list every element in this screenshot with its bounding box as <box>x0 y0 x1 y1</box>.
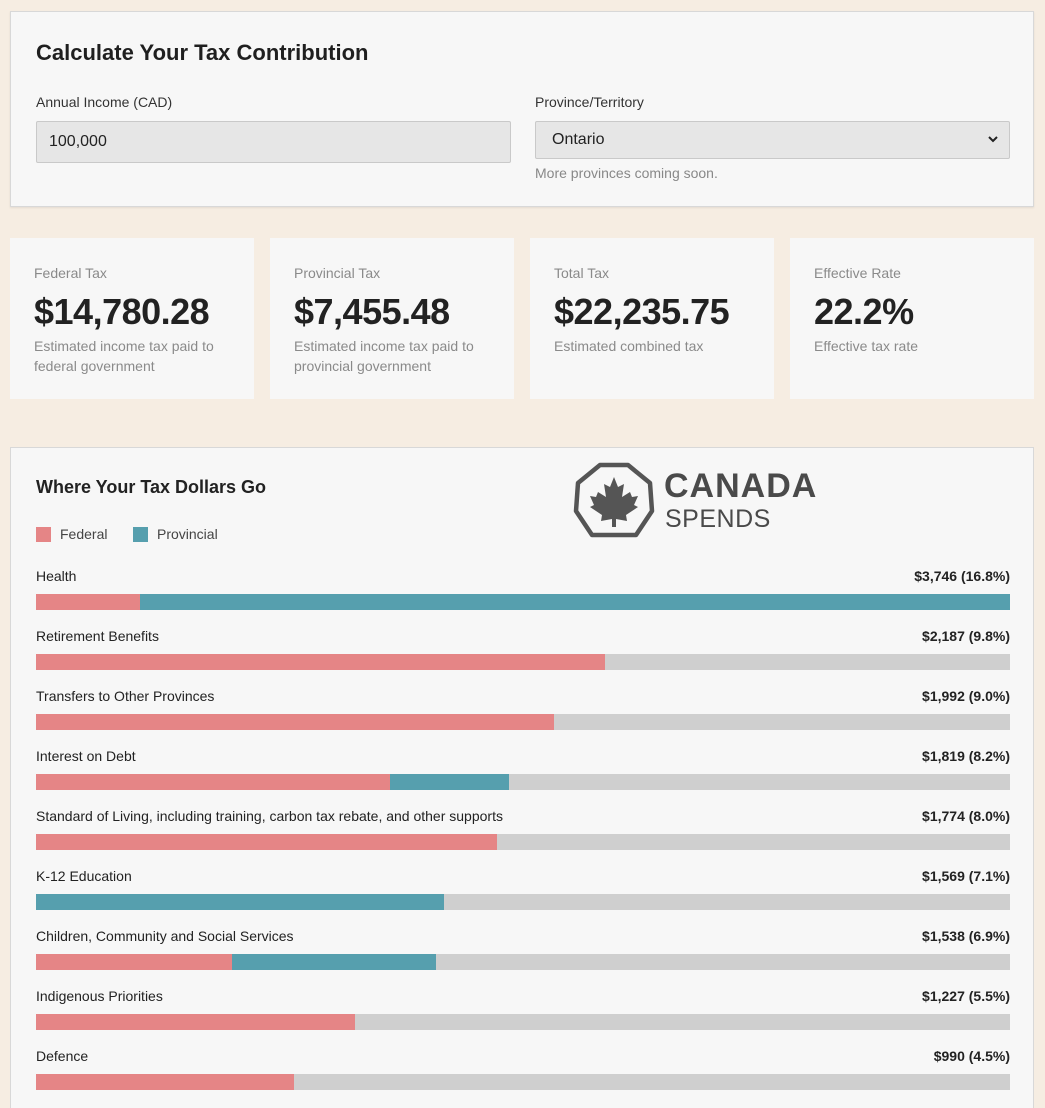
spending-amount: $3,746 (16.8%) <box>914 568 1010 584</box>
stat-label: Total Tax <box>554 265 609 281</box>
spending-category-label: Children, Community and Social Services <box>36 928 294 944</box>
federal-swatch <box>36 526 51 542</box>
province-label: Province/Territory <box>535 94 644 110</box>
calculator-card: Calculate Your Tax Contribution Annual I… <box>10 11 1034 207</box>
logo-text-spends: SPENDS <box>665 505 771 533</box>
federal-bar-segment <box>36 714 554 730</box>
provincial-bar-segment <box>390 774 509 790</box>
stat-description: Estimated income tax paid to federal gov… <box>34 338 214 374</box>
spending-bar <box>36 594 1010 610</box>
province-note: More provinces coming soon. <box>535 165 718 181</box>
spending-amount: $1,538 (6.9%) <box>922 928 1010 944</box>
spending-bar <box>36 894 1010 910</box>
spending-row: Health $3,746 (16.8%) <box>36 568 1010 616</box>
stat-value: $22,235.75 <box>554 291 730 332</box>
provincial-bar-segment <box>36 894 444 910</box>
provincial-bar-segment <box>140 594 1010 610</box>
tax-breakdown-card: Where Your Tax Dollars Go CANADA SPENDS … <box>10 447 1034 1108</box>
spending-bar <box>36 774 1010 790</box>
spending-category-label: Interest on Debt <box>36 748 136 764</box>
stat-value: $14,780.28 <box>34 291 210 332</box>
spending-row: Defence $990 (4.5%) <box>36 1048 1010 1096</box>
spending-bar <box>36 654 1010 670</box>
federal-bar-segment <box>36 1074 294 1090</box>
income-input[interactable] <box>36 121 511 163</box>
spending-row: Transfers to Other Provinces $1,992 (9.0%… <box>36 688 1010 736</box>
spending-amount: $1,774 (8.0%) <box>922 808 1010 824</box>
spending-category-label: Transfers to Other Provinces <box>36 688 215 704</box>
spending-category-label: Defence <box>36 1048 89 1064</box>
federal-bar-segment <box>36 954 232 970</box>
stat-description: Estimated income tax paid to provincial … <box>294 338 474 374</box>
legend-provincial-label: Provincial <box>157 526 218 542</box>
stat-label: Federal Tax <box>34 265 107 281</box>
legend-provincial: Provincial <box>133 526 218 542</box>
breakdown-title: Where Your Tax Dollars Go <box>36 477 267 497</box>
federal-bar-segment <box>36 654 605 670</box>
maple-leaf-octagon-icon <box>573 462 655 538</box>
legend-federal: Federal <box>36 526 107 542</box>
total-tax-card: Total Tax $22,235.75 Estimated combined … <box>530 238 774 399</box>
spending-row: K-12 Education $1,569 (7.1%) <box>36 868 1010 916</box>
provincial-tax-card: Provincial Tax $7,455.48 Estimated incom… <box>270 238 514 399</box>
federal-tax-card: Federal Tax $14,780.28 Estimated income … <box>10 238 254 399</box>
spending-category-label: Standard of Living, including training, … <box>36 808 503 824</box>
spending-bar <box>36 1074 1010 1090</box>
logo-text-canada: CANADA <box>664 467 818 505</box>
spending-bar <box>36 834 1010 850</box>
spending-amount: $990 (4.5%) <box>933 1048 1010 1064</box>
federal-bar-segment <box>36 1014 355 1030</box>
spending-row: Children, Community and Social Services $… <box>36 928 1010 976</box>
federal-bar-segment <box>36 774 390 790</box>
stat-value: $7,455.48 <box>294 291 450 332</box>
province-select-value: Ontario <box>552 131 605 148</box>
spending-amount: $1,992 (9.0%) <box>922 688 1010 704</box>
spending-category-label: Indigenous Priorities <box>36 988 163 1004</box>
provincial-bar-segment <box>232 954 436 970</box>
stat-label: Effective Rate <box>814 265 901 281</box>
spending-row: Standard of Living, including training, … <box>36 808 1010 856</box>
spending-category-label: Retirement Benefits <box>36 628 159 644</box>
spending-category-label: K-12 Education <box>36 868 132 884</box>
spending-bar <box>36 714 1010 730</box>
spending-category-label: Health <box>36 568 77 584</box>
federal-bar-segment <box>36 594 140 610</box>
spending-amount: $1,819 (8.2%) <box>922 748 1010 764</box>
spending-row: Indigenous Priorities $1,227 (5.5%) <box>36 988 1010 1036</box>
calculator-title: Calculate Your Tax Contribution <box>36 40 369 65</box>
province-select[interactable]: Ontario <box>535 121 1010 159</box>
income-label: Annual Income (CAD) <box>36 94 173 110</box>
federal-bar-segment <box>36 834 497 850</box>
spending-amount: $1,569 (7.1%) <box>922 868 1010 884</box>
spending-row: Retirement Benefits $2,187 (9.8%) <box>36 628 1010 676</box>
chevron-down-icon <box>987 122 999 172</box>
canada-spends-logo: CANADA SPENDS <box>572 461 832 541</box>
spending-amount: $2,187 (9.8%) <box>922 628 1010 644</box>
stat-description: Effective tax rate <box>814 338 919 354</box>
spending-row: Interest on Debt $1,819 (8.2%) <box>36 748 1010 796</box>
spending-bar <box>36 1014 1010 1030</box>
legend-federal-label: Federal <box>60 526 108 542</box>
provincial-swatch <box>133 526 148 542</box>
stat-label: Provincial Tax <box>294 265 381 281</box>
spending-amount: $1,227 (5.5%) <box>922 988 1010 1004</box>
stat-value: 22.2% <box>814 291 914 332</box>
stat-description: Estimated combined tax <box>554 338 704 354</box>
effective-rate-card: Effective Rate 22.2% Effective tax rate <box>790 238 1034 399</box>
spending-bar <box>36 954 1010 970</box>
